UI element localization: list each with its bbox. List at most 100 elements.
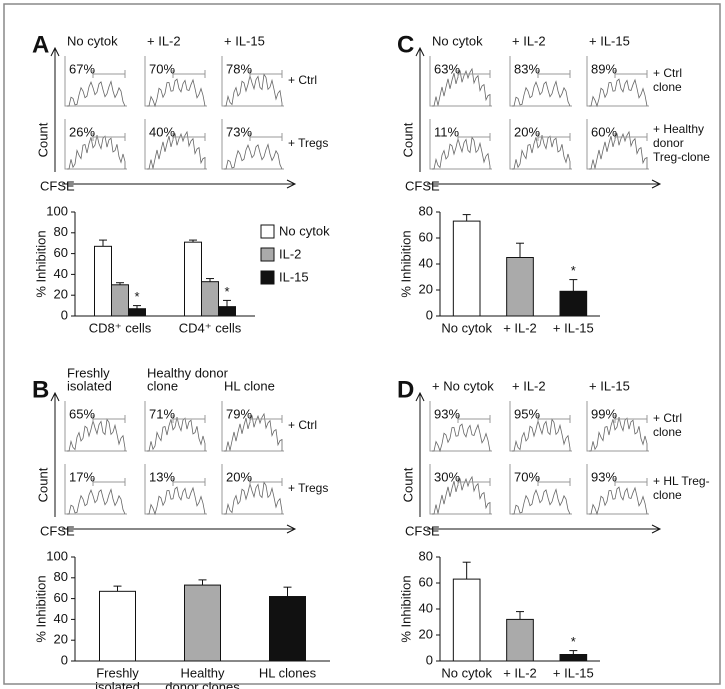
x-tick-label: No cytok	[441, 320, 492, 335]
x-axis-label: CFSE	[40, 523, 75, 538]
histogram-frame	[509, 464, 572, 515]
cfse-arrow	[62, 524, 297, 534]
column-header: + IL-15	[224, 33, 265, 48]
bar	[99, 590, 136, 662]
bar	[269, 596, 306, 662]
gate	[457, 133, 491, 141]
gate	[537, 478, 571, 486]
gate	[537, 70, 571, 78]
row-label: + Ctrl	[288, 73, 317, 87]
y-tick-label: 40	[54, 266, 68, 281]
percent-label: 93%	[591, 469, 617, 484]
histogram-frame	[144, 401, 207, 452]
percent-label: 30%	[434, 469, 460, 484]
y-tick-label: 80	[419, 548, 433, 563]
cfse-arrow	[427, 524, 662, 534]
percent-label: 40%	[149, 124, 175, 139]
histogram-curve	[67, 488, 126, 515]
bar	[184, 584, 221, 662]
histogram-frame	[144, 119, 207, 170]
gate	[249, 70, 283, 78]
figure-border	[3, 3, 721, 685]
percent-label: 93%	[434, 406, 460, 421]
histogram-frame	[221, 119, 284, 170]
row-label: clone	[653, 80, 682, 94]
histogram-curve	[224, 143, 283, 170]
bar	[559, 290, 588, 317]
y-tick-label: 0	[61, 307, 68, 322]
histogram-curve	[432, 475, 491, 515]
row-label: + Tregs	[288, 136, 328, 150]
percent-label: 17%	[69, 469, 95, 484]
histogram-curve	[432, 423, 491, 453]
histogram-curve	[589, 416, 648, 452]
x-tick-label: Healthy	[180, 665, 225, 680]
significance-marker: *	[571, 634, 576, 649]
x-tick-label: No cytok	[441, 665, 492, 680]
histogram-frame	[509, 56, 572, 107]
row-label: + Ctrl	[653, 411, 682, 425]
histogram-curve	[224, 412, 283, 452]
y-tick-label: 40	[54, 611, 68, 626]
percent-label: 20%	[514, 124, 540, 139]
column-header: + IL-15	[589, 378, 630, 393]
histogram-curve	[224, 73, 283, 107]
gate	[92, 133, 126, 141]
histogram-curve	[147, 486, 206, 516]
y-tick-label: 60	[54, 590, 68, 605]
percent-label: 78%	[226, 61, 252, 76]
y-axis-label: Count	[35, 122, 50, 157]
count-arrow	[415, 391, 425, 517]
significance-marker: *	[224, 284, 229, 299]
bar	[128, 308, 146, 317]
x-tick-label: HL clones	[259, 665, 317, 680]
column-header: HL clone	[224, 378, 275, 393]
bar	[452, 220, 481, 317]
gate	[172, 70, 206, 78]
gate	[457, 478, 491, 486]
y-tick-label: 80	[54, 569, 68, 584]
y-axis-title: % Inhibition	[398, 230, 413, 297]
percent-label: 70%	[514, 469, 540, 484]
histogram-curve	[147, 78, 206, 108]
y-axis-title: % Inhibition	[398, 575, 413, 642]
y-tick-label: 20	[419, 626, 433, 641]
y-tick-label: 0	[426, 652, 433, 667]
histogram-curve	[512, 134, 571, 170]
legend-label: IL-2	[279, 246, 301, 261]
percent-label: 67%	[69, 61, 95, 76]
bar	[218, 306, 236, 317]
gate	[537, 133, 571, 141]
gate	[457, 70, 491, 78]
row-label: donor	[653, 136, 684, 150]
percent-label: 60%	[591, 124, 617, 139]
histogram-frame	[586, 119, 649, 170]
histogram-frame	[429, 401, 492, 452]
column-header: isolated	[67, 378, 112, 393]
bar	[506, 618, 534, 662]
cfse-arrow	[427, 179, 662, 189]
y-axis-title: % Inhibition	[33, 575, 48, 642]
row-label: + HL Treg-	[653, 474, 710, 488]
y-tick-label: 40	[419, 255, 433, 270]
bar	[184, 241, 202, 317]
y-tick-label: 100	[46, 203, 68, 218]
percent-label: 89%	[591, 61, 617, 76]
histogram-frame	[64, 56, 127, 107]
column-header: Healthy donor	[147, 365, 229, 380]
gate	[249, 133, 283, 141]
histogram-curve	[432, 67, 491, 107]
x-tick-label: + IL-15	[553, 665, 594, 680]
y-axis-label: Count	[400, 467, 415, 502]
column-header: No cytok	[67, 33, 118, 48]
histogram-frame	[221, 56, 284, 107]
y-tick-label: 80	[54, 224, 68, 239]
legend-swatch	[260, 224, 275, 239]
histogram-frame	[509, 119, 572, 170]
percent-label: 70%	[149, 61, 175, 76]
histogram-frame	[64, 119, 127, 170]
bar	[201, 281, 219, 317]
y-tick-label: 20	[54, 287, 68, 302]
percent-label: 95%	[514, 406, 540, 421]
percent-label: 20%	[226, 469, 252, 484]
